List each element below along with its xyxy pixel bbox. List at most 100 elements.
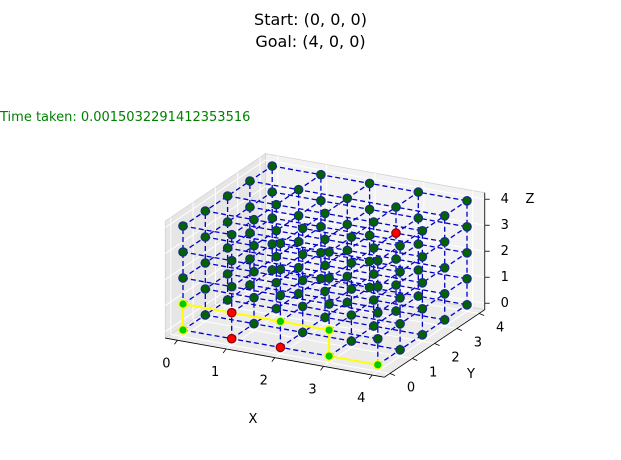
grid-node — [417, 329, 428, 340]
grid-node — [271, 277, 282, 288]
grid-node — [178, 273, 188, 283]
grid-edge-y — [377, 226, 468, 288]
y-tick-label: 2 — [451, 350, 459, 365]
grid-node — [316, 247, 326, 258]
z-tick-label: 1 — [501, 270, 509, 285]
grid-node — [249, 240, 259, 251]
grid-node — [391, 306, 401, 316]
grid-edge-y — [377, 252, 468, 314]
obstacle-node — [391, 228, 401, 238]
grid-edge-y — [182, 243, 273, 305]
grid-node — [324, 299, 334, 309]
grid-node — [275, 238, 286, 249]
grid-node — [417, 277, 428, 288]
obstacle-node — [226, 307, 237, 318]
chart-title-goal: Goal: (4, 0, 0) — [255, 32, 366, 51]
grid-node — [417, 303, 428, 314]
grid-node — [245, 228, 255, 238]
path-node — [275, 316, 286, 327]
left-gridline-z — [164, 159, 266, 228]
grid-edge-y — [231, 200, 322, 262]
grid-node — [372, 255, 383, 266]
y-axis-label: Y — [466, 367, 475, 382]
grid-node — [462, 273, 472, 284]
grid-node — [391, 280, 401, 290]
grid-node — [275, 290, 286, 301]
grid-node — [226, 255, 237, 266]
grid-node — [413, 265, 424, 275]
grid-node — [413, 213, 424, 223]
grid-node — [271, 251, 282, 262]
grid-node — [245, 202, 255, 212]
grid-node — [346, 336, 357, 346]
grid-edge-y — [231, 278, 322, 340]
grid-node — [320, 260, 330, 271]
x-tick-label: 4 — [357, 391, 365, 406]
grid-node — [364, 178, 375, 189]
grid-node — [346, 232, 357, 242]
grid-edge-y — [280, 208, 370, 270]
floor-gridline-y — [259, 273, 480, 314]
x-tick — [271, 357, 276, 362]
grid-node — [267, 239, 277, 249]
grid-node — [222, 295, 233, 305]
grid-edge-y — [182, 217, 273, 279]
grid-node — [413, 187, 424, 197]
grid-node — [395, 241, 405, 251]
grid-node — [297, 327, 308, 338]
grid-node — [320, 286, 330, 297]
y-tick — [412, 358, 418, 361]
x-tick — [368, 374, 373, 380]
grid-node — [342, 271, 353, 282]
grid-edge-y — [328, 269, 419, 331]
x-axis-label: X — [249, 412, 258, 427]
floor-gridline-y — [237, 288, 457, 329]
path-node — [372, 359, 383, 370]
grid-node — [267, 161, 277, 171]
grid-node — [391, 254, 401, 264]
grid-node — [439, 262, 450, 273]
grid-node — [245, 176, 255, 186]
z-axis-label: Z — [526, 192, 535, 207]
grid-edge-y — [280, 260, 370, 322]
grid-node — [346, 258, 357, 268]
grid-edge-y — [231, 252, 322, 314]
grid-node — [297, 301, 308, 312]
grid-edge-y — [280, 182, 370, 244]
grid-node — [395, 266, 405, 277]
grid-node — [200, 284, 211, 294]
grid-node — [275, 264, 286, 275]
grid-edge-y — [182, 165, 273, 227]
grid-node — [413, 239, 424, 249]
chart-title-start: Start: (0, 0, 0) — [254, 10, 367, 29]
x-tick — [222, 348, 227, 354]
grid-node — [249, 214, 259, 225]
y-tick-label: 4 — [496, 320, 504, 335]
time-taken-annotation: Time taken: 0.0015032291412353516 — [0, 110, 251, 125]
grid-node — [417, 251, 428, 262]
grid-node — [324, 247, 334, 257]
z-tick-label: 4 — [501, 192, 509, 207]
grid-node — [368, 321, 379, 331]
grid-node — [346, 310, 357, 320]
grid-node — [395, 344, 405, 355]
grid-edge-y — [328, 295, 419, 357]
z-tick-label: 0 — [501, 296, 509, 311]
grid-node — [417, 226, 428, 236]
x-tick-label: 2 — [260, 374, 268, 389]
grid-node — [222, 269, 233, 279]
grid-node — [293, 184, 304, 195]
path-node — [324, 325, 334, 335]
grid-node — [364, 204, 375, 215]
grid-edge-y — [377, 304, 468, 366]
grid-node — [368, 217, 379, 227]
grid-nodes — [178, 161, 472, 370]
grid-edge-y — [328, 243, 419, 305]
grid-node — [372, 307, 383, 318]
x-tick — [320, 366, 324, 371]
grid-node — [413, 291, 424, 301]
grid-node — [342, 219, 353, 230]
grid-edge-y — [328, 191, 419, 253]
grid-node — [222, 191, 233, 201]
